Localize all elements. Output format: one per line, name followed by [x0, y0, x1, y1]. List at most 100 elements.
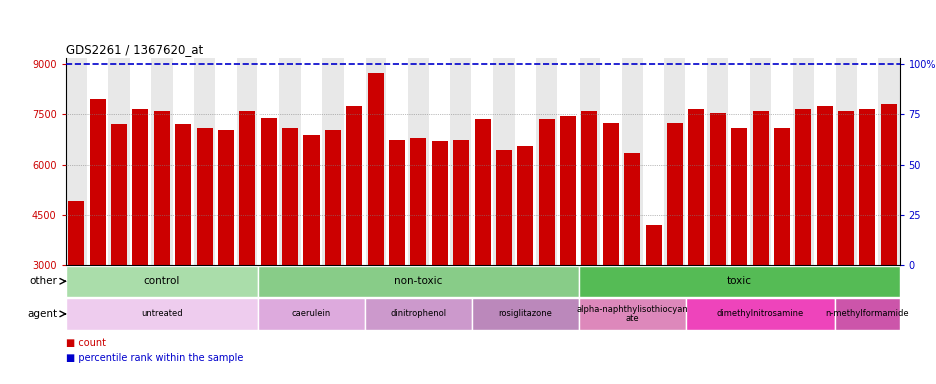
Bar	[197, 128, 212, 265]
Bar	[472, 298, 578, 329]
Bar	[322, 58, 344, 265]
Bar	[707, 58, 727, 265]
Bar	[578, 298, 685, 329]
Bar	[66, 58, 87, 265]
Bar	[410, 138, 426, 265]
Bar	[749, 58, 770, 265]
Text: rosiglitazone: rosiglitazone	[498, 310, 551, 318]
Bar	[303, 134, 319, 265]
Bar	[279, 58, 300, 265]
Bar	[538, 119, 554, 265]
Bar	[856, 58, 877, 265]
Bar	[770, 58, 792, 265]
Bar	[517, 146, 533, 265]
Bar	[472, 58, 492, 265]
Text: GDS2261 / 1367620_at: GDS2261 / 1367620_at	[66, 43, 202, 56]
Bar	[346, 106, 362, 265]
Bar	[110, 124, 127, 265]
Bar	[90, 99, 106, 265]
Text: dimethylnitrosamine: dimethylnitrosamine	[716, 310, 803, 318]
Bar	[688, 109, 704, 265]
Bar	[66, 266, 257, 297]
Text: untreated: untreated	[140, 310, 183, 318]
Bar	[666, 123, 682, 265]
Bar	[453, 139, 469, 265]
Bar	[621, 58, 642, 265]
Text: non-toxic: non-toxic	[394, 276, 442, 286]
Bar	[514, 58, 535, 265]
Bar	[602, 123, 618, 265]
Bar	[151, 58, 172, 265]
Bar	[407, 58, 429, 265]
Bar	[257, 266, 578, 297]
Bar	[495, 150, 511, 265]
Bar	[87, 58, 109, 265]
Bar	[492, 58, 514, 265]
Bar	[474, 119, 490, 265]
Bar	[623, 153, 639, 265]
Bar	[752, 111, 768, 265]
Bar	[560, 116, 576, 265]
Bar	[727, 58, 749, 265]
Bar	[215, 58, 237, 265]
Bar	[664, 58, 685, 265]
Bar	[557, 58, 578, 265]
Bar	[578, 266, 899, 297]
Bar	[835, 58, 856, 265]
Bar	[300, 58, 322, 265]
Text: n-methylformamide: n-methylformamide	[825, 310, 908, 318]
Bar	[132, 109, 148, 265]
Bar	[194, 58, 215, 265]
Bar	[685, 298, 835, 329]
Bar	[837, 111, 854, 265]
Text: toxic: toxic	[726, 276, 751, 286]
Bar	[709, 113, 725, 265]
Bar	[642, 58, 664, 265]
Bar	[260, 118, 276, 265]
Bar	[450, 58, 472, 265]
Bar	[792, 58, 813, 265]
Bar	[109, 58, 129, 265]
Bar	[257, 298, 364, 329]
Bar	[813, 58, 835, 265]
Bar	[581, 111, 597, 265]
Bar	[578, 58, 600, 265]
Bar	[218, 129, 234, 265]
Text: alpha-naphthylisothiocyan
ate: alpha-naphthylisothiocyan ate	[576, 305, 687, 323]
Bar	[685, 58, 707, 265]
Bar	[835, 298, 899, 329]
Bar	[237, 58, 257, 265]
Bar	[429, 58, 450, 265]
Bar	[388, 139, 404, 265]
Bar	[154, 111, 169, 265]
Bar	[325, 129, 341, 265]
Bar	[858, 109, 874, 265]
Bar	[431, 141, 447, 265]
Text: dinitrophenol: dinitrophenol	[390, 310, 446, 318]
Text: ■ percentile rank within the sample: ■ percentile rank within the sample	[66, 353, 242, 363]
Bar	[816, 106, 832, 265]
Bar	[68, 202, 84, 265]
Bar	[282, 128, 298, 265]
Text: caerulein: caerulein	[291, 310, 330, 318]
Bar	[364, 298, 472, 329]
Text: agent: agent	[27, 309, 57, 319]
Bar	[344, 58, 364, 265]
Bar	[730, 128, 746, 265]
Bar	[773, 128, 789, 265]
Text: ■ count: ■ count	[66, 338, 106, 348]
Bar	[535, 58, 557, 265]
Bar	[129, 58, 151, 265]
Bar	[367, 73, 383, 265]
Bar	[877, 58, 899, 265]
Bar	[600, 58, 621, 265]
Bar	[880, 104, 896, 265]
Bar	[386, 58, 407, 265]
Bar	[172, 58, 194, 265]
Bar	[364, 58, 386, 265]
Text: control: control	[143, 276, 180, 286]
Bar	[175, 124, 191, 265]
Text: other: other	[29, 276, 57, 286]
Bar	[66, 298, 257, 329]
Bar	[645, 225, 661, 265]
